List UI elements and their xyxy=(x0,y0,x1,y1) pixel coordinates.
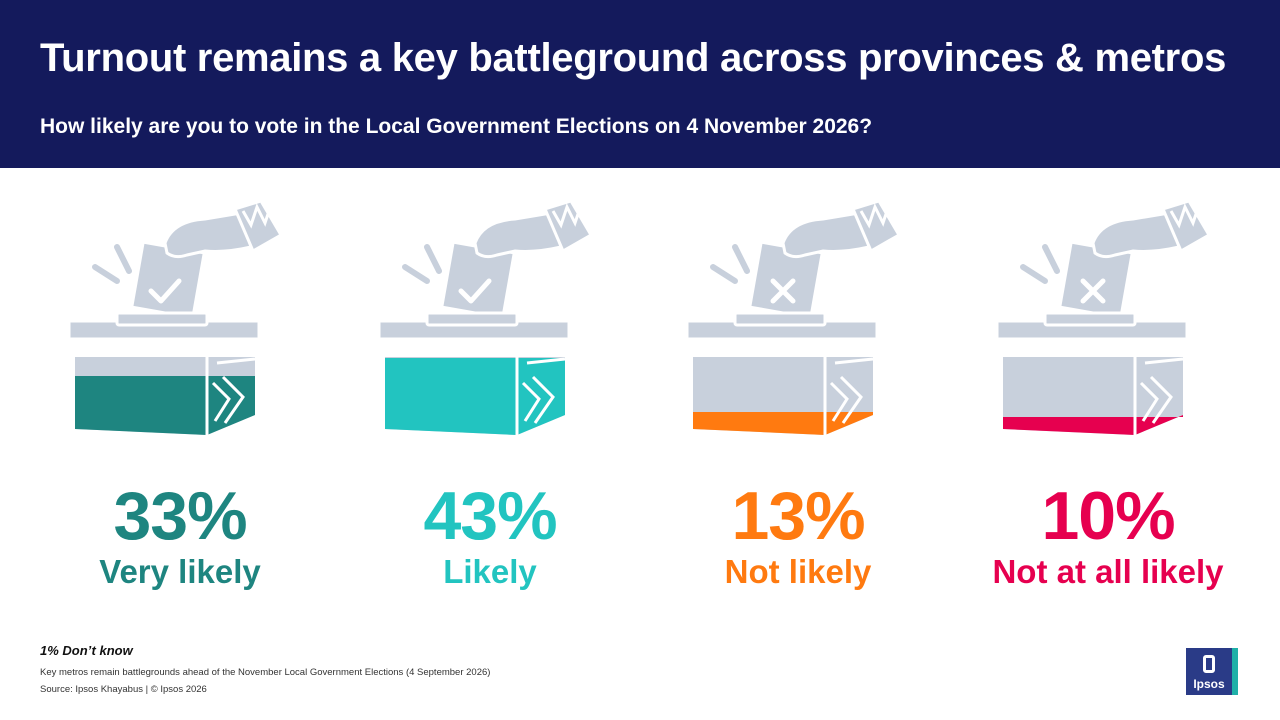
bar-fill xyxy=(385,358,565,435)
category-label: Not at all likely xyxy=(992,553,1224,590)
chevron-pattern xyxy=(221,375,245,424)
sleeve-pattern xyxy=(859,203,889,229)
sleeve-icon xyxy=(1160,199,1212,254)
ballot-box-icon xyxy=(377,199,594,435)
bar-fill xyxy=(693,412,873,435)
hand-icon xyxy=(1091,211,1181,259)
logo-mark-icon xyxy=(1203,655,1215,673)
motion-line xyxy=(402,264,430,284)
chevron-pattern xyxy=(531,375,555,424)
chevron-pattern xyxy=(211,381,231,422)
box-edge xyxy=(834,357,874,365)
sleeve-icon xyxy=(850,199,902,254)
sleeve-icon xyxy=(232,199,284,254)
box-slot xyxy=(115,311,209,327)
bar-fill xyxy=(1003,415,1183,435)
box-slot xyxy=(1043,311,1137,327)
box-edge xyxy=(216,357,256,365)
check-mark-icon xyxy=(148,278,182,304)
ballot-column: 43% Likely xyxy=(365,195,615,615)
ipsos-logo: Ipsos xyxy=(1186,648,1238,695)
category-label: Likely xyxy=(443,553,537,590)
footnote: 1% Don’t know xyxy=(40,643,133,658)
motion-line xyxy=(1042,244,1060,274)
chevron-pattern xyxy=(1149,375,1173,424)
chevron-pattern xyxy=(1139,381,1159,422)
box-body xyxy=(1003,357,1183,435)
sleeve-pattern xyxy=(551,203,581,229)
box-slot xyxy=(425,311,519,327)
motion-line xyxy=(1020,264,1048,284)
cross-mark-icon xyxy=(770,278,796,304)
motion-line xyxy=(732,244,750,274)
sleeve-icon xyxy=(542,199,594,254)
cross-mark-icon xyxy=(1080,278,1106,304)
box-edge xyxy=(526,357,566,365)
value-label: 10% xyxy=(1041,478,1175,554)
header-banner: Turnout remains a key battleground acros… xyxy=(0,0,1280,168)
chevron-pattern xyxy=(521,381,541,422)
value-label: 13% xyxy=(731,478,865,554)
bar-fill xyxy=(75,376,255,435)
page-title: Turnout remains a key battleground acros… xyxy=(40,36,1227,80)
category-label: Not likely xyxy=(724,553,872,590)
hand-icon xyxy=(781,211,871,259)
source-text: Source: Ipsos Khayabus | © Ipsos 2026 xyxy=(40,684,207,695)
sleeve-pattern xyxy=(241,203,271,229)
value-label: 43% xyxy=(423,478,557,554)
hand-icon xyxy=(163,211,253,259)
value-label: 33% xyxy=(113,478,247,554)
ballot-column: 13% Not likely xyxy=(673,195,923,615)
ballot-column: 33% Very likely xyxy=(55,195,305,615)
logo-text: Ipsos xyxy=(1193,677,1225,691)
box-slot xyxy=(733,311,827,327)
box-edge xyxy=(1144,357,1184,365)
ballot-box-icon xyxy=(685,199,902,435)
ballot-box-icon xyxy=(995,199,1212,435)
chevron-pattern xyxy=(839,375,863,424)
hand-icon xyxy=(473,211,563,259)
motion-line xyxy=(710,264,738,284)
motion-line xyxy=(92,264,120,284)
note-text: Key metros remain battlegrounds ahead of… xyxy=(40,667,491,678)
chevron-pattern xyxy=(829,381,849,422)
page-subtitle: How likely are you to vote in the Local … xyxy=(40,115,873,138)
ballot-column: 10% Not at all likely xyxy=(983,195,1233,615)
ballot-box-icon xyxy=(67,199,284,435)
motion-line xyxy=(424,244,442,274)
motion-line xyxy=(114,244,132,274)
category-label: Very likely xyxy=(99,553,261,590)
sleeve-pattern xyxy=(1169,203,1199,229)
check-mark-icon xyxy=(458,278,492,304)
